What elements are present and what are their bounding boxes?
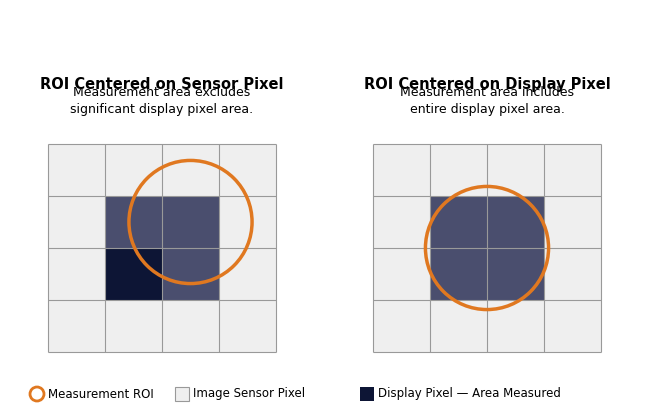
Bar xyxy=(373,248,430,300)
Bar xyxy=(487,248,544,300)
Bar xyxy=(360,387,374,401)
Bar xyxy=(105,144,162,196)
Bar xyxy=(48,144,105,196)
Circle shape xyxy=(129,160,252,284)
Bar xyxy=(219,196,276,248)
Text: Display Pixel — Area Measured: Display Pixel — Area Measured xyxy=(378,388,561,401)
Bar xyxy=(105,248,162,300)
Text: ROI Centered on Display Pixel: ROI Centered on Display Pixel xyxy=(363,77,610,92)
Bar xyxy=(219,300,276,352)
Bar xyxy=(544,144,601,196)
Bar xyxy=(105,248,162,300)
Bar xyxy=(162,248,219,300)
Text: Measurement area excludes
significant display pixel area.: Measurement area excludes significant di… xyxy=(70,86,254,116)
Bar xyxy=(430,300,487,352)
Bar xyxy=(105,196,162,248)
Circle shape xyxy=(30,387,44,401)
Bar xyxy=(487,144,544,196)
Bar xyxy=(544,248,601,300)
Bar xyxy=(48,300,105,352)
Bar xyxy=(162,300,219,352)
Bar xyxy=(487,196,544,248)
Bar xyxy=(430,248,487,300)
Bar xyxy=(430,144,487,196)
Bar xyxy=(219,248,276,300)
Bar xyxy=(487,248,544,300)
Bar xyxy=(430,196,487,248)
Bar xyxy=(219,144,276,196)
Bar xyxy=(175,387,189,401)
Bar xyxy=(48,248,105,300)
Bar xyxy=(373,144,430,196)
Bar xyxy=(544,300,601,352)
Bar xyxy=(430,248,487,300)
Bar xyxy=(373,300,430,352)
Bar xyxy=(487,300,544,352)
Bar xyxy=(105,196,162,248)
Text: Measurement ROI: Measurement ROI xyxy=(48,388,154,401)
Bar xyxy=(373,196,430,248)
Text: ROI Centered on Sensor Pixel: ROI Centered on Sensor Pixel xyxy=(40,77,284,92)
Bar xyxy=(162,196,219,248)
Bar xyxy=(48,196,105,248)
Bar xyxy=(487,196,544,248)
Bar xyxy=(162,144,219,196)
Bar xyxy=(162,196,219,248)
Circle shape xyxy=(426,186,549,310)
Bar xyxy=(430,196,487,248)
Bar xyxy=(162,248,219,300)
Bar xyxy=(544,196,601,248)
Text: Image Sensor Pixel: Image Sensor Pixel xyxy=(193,388,305,401)
Bar xyxy=(105,300,162,352)
Text: Measurement area includes
entire display pixel area.: Measurement area includes entire display… xyxy=(400,86,574,116)
